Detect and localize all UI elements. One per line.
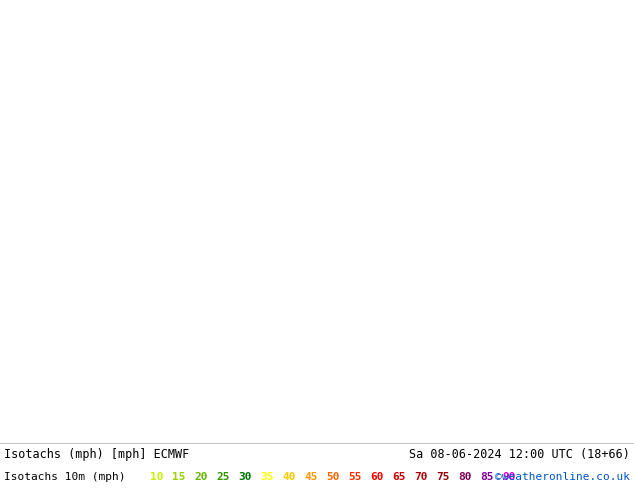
Text: 30: 30 [238,472,252,482]
Text: 90: 90 [502,472,515,482]
Text: 20: 20 [194,472,207,482]
Text: 85: 85 [480,472,493,482]
Text: 10: 10 [150,472,164,482]
Text: 70: 70 [414,472,427,482]
Text: Sa 08-06-2024 12:00 UTC (18+66): Sa 08-06-2024 12:00 UTC (18+66) [409,447,630,461]
Text: 35: 35 [260,472,273,482]
Text: 55: 55 [348,472,361,482]
Text: Isotachs 10m (mph): Isotachs 10m (mph) [4,472,126,482]
Text: 65: 65 [392,472,406,482]
Text: 60: 60 [370,472,384,482]
Text: Isotachs (mph) [mph] ECMWF: Isotachs (mph) [mph] ECMWF [4,447,190,461]
Text: 45: 45 [304,472,318,482]
Text: 80: 80 [458,472,472,482]
Text: 40: 40 [282,472,295,482]
Text: 25: 25 [216,472,230,482]
Text: 75: 75 [436,472,450,482]
Text: ©weatheronline.co.uk: ©weatheronline.co.uk [495,472,630,482]
Text: 15: 15 [172,472,186,482]
Text: 50: 50 [326,472,339,482]
